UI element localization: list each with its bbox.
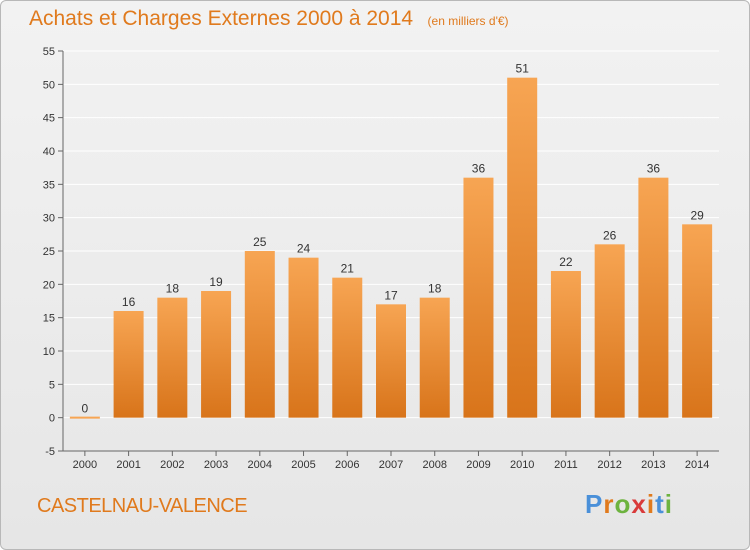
bar-value-label: 51: [516, 62, 530, 76]
bar: [419, 297, 450, 418]
bar-value-label: 21: [341, 262, 355, 276]
y-tick-label: 30: [43, 213, 55, 225]
y-tick-label: 45: [43, 113, 55, 125]
bar-value-label: 25: [253, 235, 267, 249]
bar-value-label: 17: [384, 288, 398, 302]
y-tick-label: 5: [49, 379, 55, 391]
bar: [244, 251, 275, 418]
chart-title: Achats et Charges Externes 2000 à 2014: [29, 7, 414, 30]
bar-value-label: 0: [82, 402, 89, 416]
x-tick-label: 2006: [335, 459, 359, 471]
bar: [376, 304, 406, 418]
bar-value-label: 22: [559, 255, 573, 269]
bar-value-label: 18: [166, 282, 180, 296]
bar: [594, 244, 625, 418]
y-tick-label: 15: [43, 313, 55, 325]
x-tick-label: 2007: [379, 459, 403, 471]
x-tick-label: 2012: [597, 459, 621, 471]
bar: [332, 277, 363, 418]
bar: [682, 224, 713, 418]
x-tick-label: 2000: [73, 459, 97, 471]
y-tick-label: 40: [43, 146, 55, 158]
bar-value-label: 36: [647, 162, 661, 176]
x-tick-label: 2002: [160, 459, 184, 471]
x-tick-label: 2009: [466, 459, 490, 471]
x-tick-label: 2011: [554, 459, 578, 471]
bar-value-label: 29: [690, 208, 704, 222]
logo-letter: o: [614, 489, 632, 519]
bar-value-label: 26: [603, 228, 617, 242]
x-tick-label: 2010: [510, 459, 534, 471]
y-tick-label: 20: [43, 279, 55, 291]
y-tick-label: 25: [43, 246, 55, 258]
bar: [288, 257, 319, 418]
logo-letter: r: [603, 489, 615, 519]
x-tick-label: 2014: [685, 459, 709, 471]
chart-header: Achats et Charges Externes 2000 à 2014 (…: [29, 7, 509, 31]
y-tick-label: 10: [43, 346, 55, 358]
x-tick-label: 2001: [116, 459, 140, 471]
logo-letter: t: [655, 489, 665, 519]
bar-value-label: 19: [209, 275, 223, 289]
bar: [550, 271, 581, 418]
logo-letter: i: [646, 489, 656, 519]
bar-value-label: 24: [297, 242, 311, 256]
bar: [507, 77, 538, 418]
x-tick-label: 2013: [641, 459, 665, 471]
bar: [201, 291, 232, 418]
bar: [463, 177, 494, 418]
y-tick-label: 50: [43, 79, 55, 91]
x-tick-label: 2008: [422, 459, 446, 471]
bar: [113, 311, 144, 418]
y-tick-label: 55: [43, 46, 55, 58]
logo-letter: i: [664, 489, 673, 519]
bar-value-label: 36: [472, 162, 486, 176]
y-tick-label: -5: [45, 446, 55, 458]
commune-name: CASTELNAU-VALENCE: [37, 495, 248, 517]
y-tick-label: 0: [49, 413, 55, 425]
chart-unit-label: (en milliers d'€): [427, 14, 509, 28]
logo-letter: P: [585, 489, 604, 519]
x-tick-label: 2005: [291, 459, 315, 471]
y-tick-label: 35: [43, 179, 55, 191]
bar-value-label: 18: [428, 282, 442, 296]
logo-letter: x: [631, 489, 647, 519]
bar: [157, 297, 188, 418]
x-tick-label: 2004: [248, 459, 272, 471]
bar-value-label: 16: [122, 295, 136, 309]
x-tick-label: 2003: [204, 459, 228, 471]
proxiti-logo: Proxiti: [585, 489, 673, 520]
bar: [638, 177, 669, 418]
